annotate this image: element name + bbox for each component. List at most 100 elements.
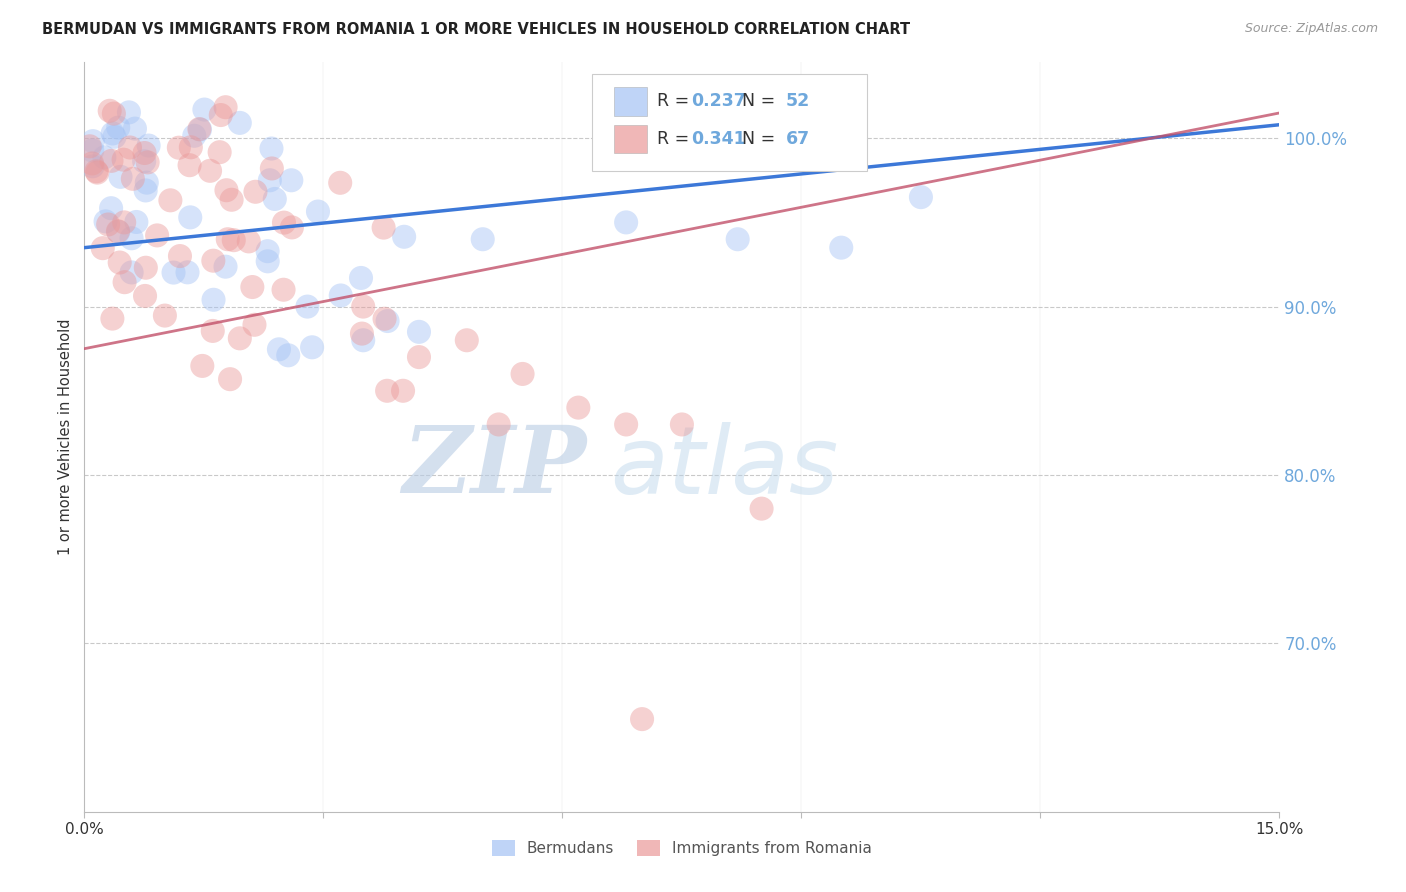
FancyBboxPatch shape <box>614 125 647 153</box>
Point <box>281 220 304 235</box>
Text: N =: N = <box>731 93 780 111</box>
Point <box>229 116 252 130</box>
Point <box>134 154 156 169</box>
Point <box>125 215 148 229</box>
Point <box>202 293 225 307</box>
Text: 0.237: 0.237 <box>692 93 747 111</box>
Text: 67: 67 <box>786 130 810 148</box>
Point <box>134 146 156 161</box>
Point <box>91 241 114 255</box>
Point <box>329 176 352 190</box>
Point <box>167 141 190 155</box>
Point <box>243 318 266 332</box>
Point <box>267 343 290 357</box>
Point <box>110 169 132 184</box>
Point <box>260 161 283 176</box>
Point <box>176 265 198 279</box>
FancyBboxPatch shape <box>592 74 868 171</box>
Point <box>146 228 169 243</box>
Point <box>97 218 120 232</box>
Point <box>240 280 263 294</box>
Point <box>121 265 143 279</box>
Point <box>352 300 374 314</box>
Point <box>202 253 225 268</box>
Point <box>350 326 373 341</box>
Point <box>214 100 236 114</box>
Point <box>374 311 396 326</box>
Point <box>280 173 302 187</box>
Point <box>121 171 143 186</box>
Point <box>103 129 125 144</box>
Point <box>910 190 932 204</box>
Point <box>198 163 221 178</box>
Point <box>135 183 157 197</box>
Point <box>100 201 122 215</box>
Text: N =: N = <box>731 130 780 148</box>
Point <box>614 417 637 432</box>
Point <box>100 153 122 168</box>
FancyBboxPatch shape <box>614 87 647 116</box>
Point <box>134 289 156 303</box>
Point <box>180 140 202 154</box>
Point <box>297 300 319 314</box>
Point <box>229 331 252 345</box>
Point <box>567 401 589 415</box>
Point <box>188 122 211 136</box>
Point <box>121 231 143 245</box>
Point <box>456 333 478 347</box>
Point <box>108 255 131 269</box>
Point <box>830 241 852 255</box>
Text: Source: ZipAtlas.com: Source: ZipAtlas.com <box>1244 22 1378 36</box>
Point <box>118 105 141 120</box>
Point <box>260 142 283 156</box>
Point <box>162 266 184 280</box>
Point <box>259 173 281 187</box>
Point <box>221 193 243 207</box>
Text: atlas: atlas <box>610 422 838 513</box>
Text: 52: 52 <box>786 93 810 111</box>
Point <box>191 359 214 373</box>
Point <box>136 155 159 169</box>
Point <box>169 249 191 263</box>
Point <box>107 224 129 238</box>
Point <box>201 324 224 338</box>
Point <box>86 166 108 180</box>
Point <box>256 254 278 268</box>
Point <box>307 204 329 219</box>
Point <box>179 211 201 225</box>
Legend: Bermudans, Immigrants from Romania: Bermudans, Immigrants from Romania <box>484 833 880 864</box>
Point <box>375 384 398 398</box>
Point <box>631 712 654 726</box>
Text: R =: R = <box>657 93 695 111</box>
Point <box>222 233 245 247</box>
Point <box>188 122 211 136</box>
Point <box>209 108 232 122</box>
Point <box>193 103 215 117</box>
Point <box>107 225 129 239</box>
Point <box>98 103 121 118</box>
Text: 0.341: 0.341 <box>692 130 747 148</box>
Point <box>82 159 104 173</box>
Point <box>352 333 374 347</box>
Point <box>135 176 157 190</box>
Point <box>727 232 749 246</box>
Point <box>86 164 108 178</box>
Point <box>488 417 510 432</box>
Point <box>751 501 773 516</box>
Point <box>408 350 430 364</box>
Point <box>138 138 160 153</box>
Point <box>263 192 285 206</box>
Point <box>112 153 135 167</box>
Point <box>153 309 176 323</box>
Point <box>301 340 323 354</box>
Point <box>392 229 415 244</box>
Point <box>408 325 430 339</box>
Point <box>159 194 181 208</box>
Point <box>79 139 101 153</box>
Y-axis label: 1 or more Vehicles in Household: 1 or more Vehicles in Household <box>58 318 73 556</box>
Point <box>93 150 115 164</box>
Point <box>107 120 129 135</box>
Point <box>512 367 534 381</box>
Point <box>350 271 373 285</box>
Point <box>671 417 693 432</box>
